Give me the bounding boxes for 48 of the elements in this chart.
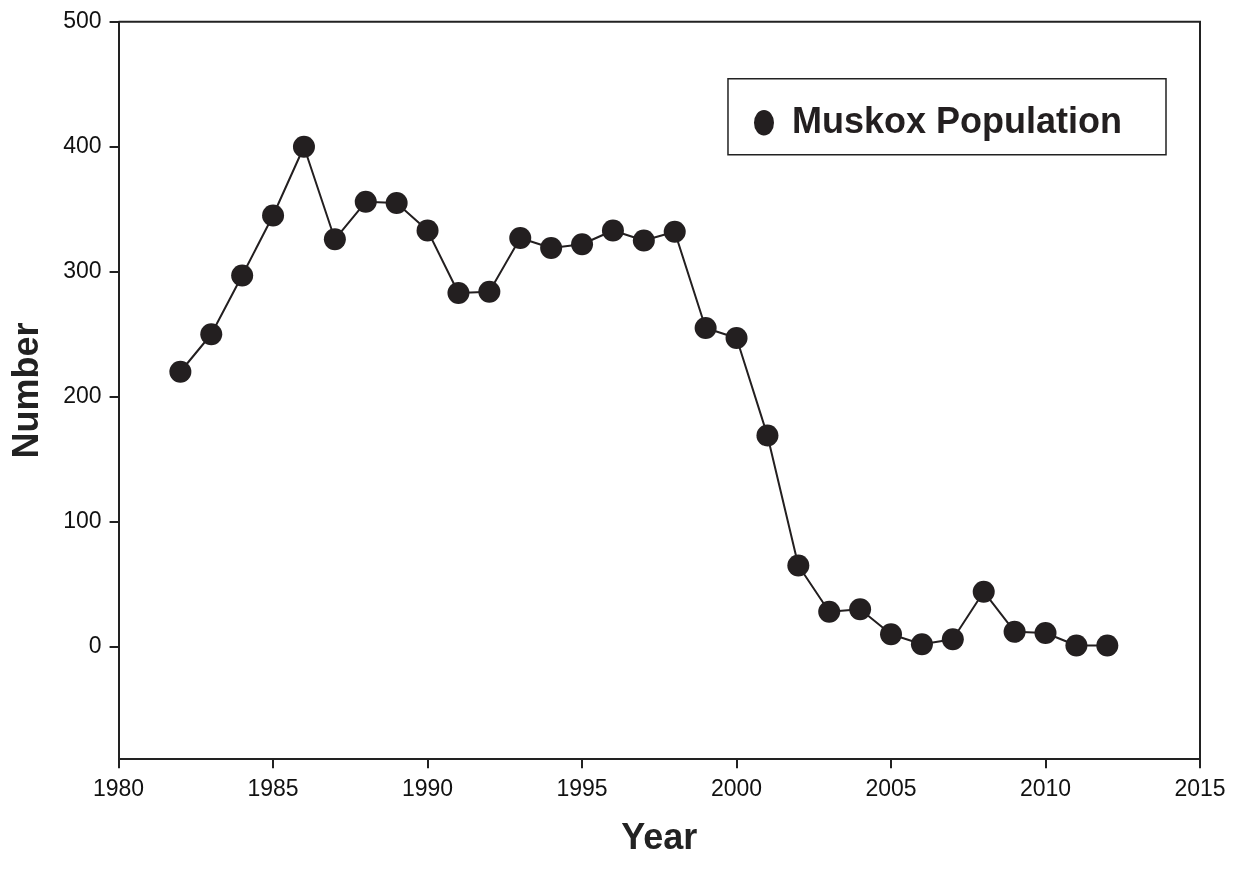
- point: [200, 323, 223, 346]
- point: [169, 360, 192, 383]
- point: [385, 192, 408, 215]
- y-axis-title: Number: [4, 322, 46, 459]
- point: [818, 600, 841, 623]
- point: [694, 317, 717, 340]
- x-tick-label: 2010: [1019, 775, 1072, 802]
- point: [1096, 634, 1119, 657]
- point: [849, 598, 872, 621]
- point: [478, 280, 501, 303]
- x-tick-label: 2005: [865, 775, 917, 802]
- point: [323, 228, 346, 251]
- point: [447, 282, 470, 305]
- point: [509, 227, 532, 250]
- point: [601, 219, 624, 242]
- y-tick-label: 500: [63, 7, 102, 34]
- y-tick-label: 0: [88, 632, 102, 659]
- point: [1003, 620, 1026, 643]
- x-tick-label: 2015: [1174, 775, 1226, 802]
- point: [231, 264, 254, 287]
- x-tick-label: 1985: [247, 775, 299, 802]
- point: [416, 219, 439, 242]
- point: [941, 628, 964, 651]
- point: [571, 233, 594, 256]
- y-tick-label: 200: [63, 382, 102, 409]
- point: [1034, 621, 1057, 644]
- y-tick-label: 400: [63, 132, 102, 159]
- point: [725, 327, 748, 350]
- point: [540, 237, 563, 260]
- x-axis-title: Year: [621, 816, 698, 858]
- y-tick-label: 300: [63, 257, 102, 284]
- x-tick-label: 2000: [710, 775, 763, 802]
- point: [880, 623, 903, 646]
- point: [262, 204, 285, 227]
- point: [1065, 634, 1088, 657]
- y-tick-label: 100: [63, 507, 102, 534]
- point: [972, 580, 995, 603]
- point: [910, 633, 933, 656]
- point: [354, 190, 377, 213]
- x-tick-label: 1990: [401, 775, 454, 802]
- x-tick-label: 1995: [556, 775, 608, 802]
- legend-label: Muskox Population: [791, 99, 1122, 141]
- point: [292, 135, 315, 158]
- x-tick-label: 1980: [92, 775, 145, 802]
- point: [756, 424, 779, 447]
- point: [663, 220, 686, 243]
- point: [787, 554, 810, 577]
- point: [632, 229, 655, 252]
